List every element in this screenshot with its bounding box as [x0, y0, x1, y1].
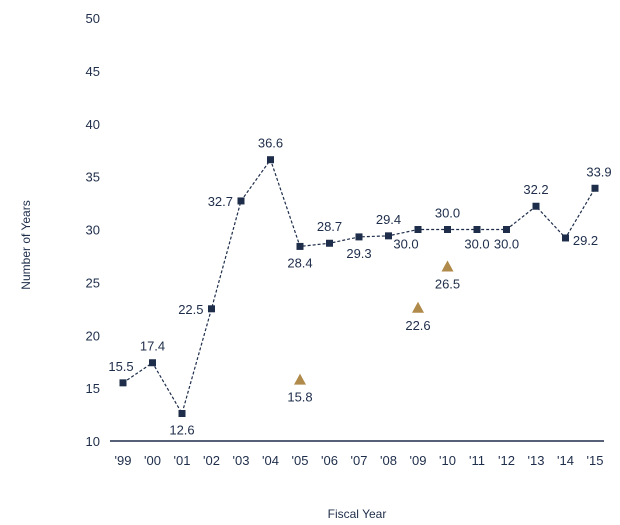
x-tick-label: '08 [380, 453, 397, 468]
square-marker [237, 197, 245, 205]
y-tick-label: 15 [86, 381, 100, 396]
square-marker [473, 226, 481, 233]
y-tick-label: 50 [86, 11, 100, 26]
square-marker [562, 234, 569, 242]
y-tick-label: 20 [86, 328, 100, 343]
square-marker [267, 156, 274, 164]
y-tick-label: 10 [86, 434, 100, 449]
x-tick-label: '07 [351, 453, 368, 468]
data-label: 32.2 [523, 182, 548, 197]
square-marker [178, 410, 186, 418]
data-label: 30.0 [393, 237, 418, 252]
x-tick-label: '10 [439, 453, 456, 468]
square-marker [296, 242, 304, 250]
x-axis-ticks: '99 '00 '01 '02 '03 '04 '05 '06 '07 '08 '09 '10 '11 '… [115, 453, 604, 468]
data-label: 33.9 [586, 164, 611, 179]
series-lines [122, 158, 596, 416]
x-tick-label: '04 [262, 453, 279, 468]
x-tick-label: '13 [528, 453, 545, 468]
square-marker [444, 226, 451, 233]
x-tick-label: '99 [115, 453, 132, 468]
square-marker [119, 379, 127, 387]
y-axis-ticks: 10 15 20 25 30 35 40 45 50 [86, 11, 100, 449]
y-tick-label: 40 [86, 117, 100, 132]
x-tick-label: '00 [144, 453, 161, 468]
y-tick-label: 25 [86, 275, 100, 290]
data-label: 30.0 [494, 237, 519, 252]
x-tick-label: '14 [557, 453, 574, 468]
data-markers [119, 156, 599, 418]
data-label: 26.5 [435, 277, 460, 292]
data-label: 30.0 [464, 237, 489, 252]
square-marker [149, 359, 156, 367]
data-label: 22.6 [405, 318, 430, 333]
data-label: 29.4 [376, 212, 401, 227]
data-labels: 15.5 17.4 12.6 22.5 32.7 36.6 28.4 28.7 29.3 29.4… [108, 136, 611, 438]
x-tick-label: '02 [203, 453, 220, 468]
data-label: 15.5 [108, 359, 133, 374]
data-label: 36.6 [258, 136, 283, 151]
square-marker [385, 232, 392, 240]
x-tick-label: '15 [587, 453, 604, 468]
data-label: 29.3 [346, 246, 371, 261]
triangle-marker [441, 260, 454, 272]
y-tick-label: 35 [86, 170, 100, 185]
square-marker [355, 233, 363, 241]
data-label: 29.2 [573, 233, 598, 248]
x-axis-title: Fiscal Year [328, 507, 387, 521]
square-marker [414, 226, 422, 233]
data-label: 22.5 [178, 302, 203, 317]
x-tick-label: '11 [469, 453, 485, 468]
square-marker [591, 184, 599, 192]
data-label: 28.7 [317, 219, 342, 234]
x-tick-label: '03 [233, 453, 250, 468]
x-tick-label: '06 [321, 453, 338, 468]
square-marker [503, 226, 510, 233]
triangle-marker [412, 301, 424, 313]
square-marker [326, 239, 333, 247]
data-label: 15.8 [287, 390, 312, 405]
x-tick-label: '05 [292, 453, 309, 468]
data-label: 17.4 [140, 339, 165, 354]
square-marker [208, 305, 215, 313]
y-tick-label: 30 [86, 223, 100, 238]
x-tick-label: '12 [498, 453, 515, 468]
data-label: 28.4 [287, 255, 312, 270]
data-label: 30.0 [435, 206, 460, 221]
data-label: 12.6 [169, 423, 194, 438]
square-marker [532, 202, 540, 210]
x-tick-label: '01 [174, 453, 191, 468]
y-axis-title: Number of Years [19, 200, 33, 289]
data-label: 32.7 [208, 194, 233, 209]
x-tick-label: '09 [410, 453, 427, 468]
y-tick-label: 45 [86, 64, 100, 79]
triangle-marker [294, 373, 306, 385]
series-line [122, 158, 596, 416]
